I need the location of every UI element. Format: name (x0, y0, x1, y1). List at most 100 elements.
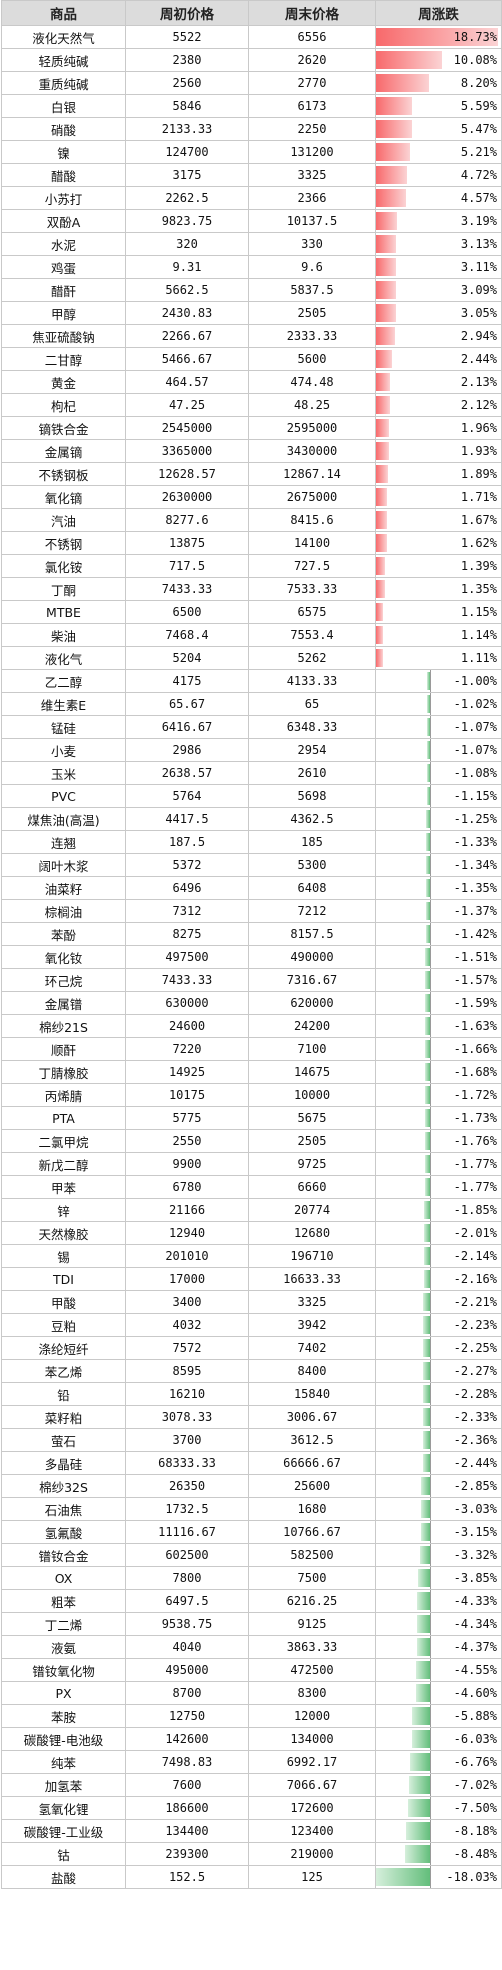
table-row: 棕榈油 7312 7212 -1.37% (1, 899, 502, 923)
start-price-cell: 5846 (125, 94, 249, 118)
weekly-change-value: 1.15% (460, 605, 497, 619)
weekly-change-value: -18.03% (446, 1870, 497, 1884)
start-price-cell: 5204 (125, 646, 249, 670)
table-row: 碳酸锂-工业级 134400 123400 -8.18% (1, 1819, 502, 1843)
start-price-cell: 4040 (125, 1635, 249, 1659)
end-price-cell: 5262 (248, 646, 376, 670)
zero-axis-line (430, 1452, 431, 1474)
end-price-cell: 3430000 (248, 439, 376, 463)
change-bar (416, 1684, 430, 1702)
table-row: 甲苯 6780 6660 -1.77% (1, 1175, 502, 1199)
weekly-change-cell: -1.68% (375, 1060, 502, 1084)
zero-axis-line (430, 1751, 431, 1773)
table-row: 丁二烯 9538.75 9125 -4.34% (1, 1612, 502, 1636)
table-row: 镨钕合金 602500 582500 -3.32% (1, 1543, 502, 1567)
commodity-name-cell: 苯胺 (1, 1704, 126, 1728)
change-bar (376, 580, 385, 598)
weekly-change-cell: 1.39% (375, 554, 502, 578)
weekly-change-cell: -1.85% (375, 1198, 502, 1222)
weekly-change-cell: 5.59% (375, 94, 502, 118)
start-price-cell: 7220 (125, 1037, 249, 1061)
end-price-cell: 172600 (248, 1796, 376, 1820)
end-price-cell: 10137.5 (248, 209, 376, 233)
table-row: 菜籽粕 3078.33 3006.67 -2.33% (1, 1405, 502, 1429)
table-row: 焦亚硫酸钠 2266.67 2333.33 2.94% (1, 324, 502, 348)
end-price-cell: 8400 (248, 1359, 376, 1383)
commodity-name-cell: 镨钕氧化物 (1, 1658, 126, 1682)
commodity-name-cell: 不锈钢板 (1, 462, 126, 486)
change-bar (423, 1270, 430, 1288)
commodity-name-cell: 棉纱21S (1, 1014, 126, 1038)
weekly-change-cell: -3.32% (375, 1543, 502, 1567)
change-bar (376, 1868, 430, 1886)
weekly-change-cell: -3.03% (375, 1497, 502, 1521)
zero-axis-line (430, 831, 431, 853)
commodity-name-cell: 汽油 (1, 508, 126, 532)
commodity-name-cell: 氧化钕 (1, 945, 126, 969)
change-bar (420, 1523, 430, 1541)
weekly-change-value: -1.77% (453, 1157, 497, 1171)
change-bar (424, 1063, 430, 1081)
commodity-name-cell: 煤焦油(高温) (1, 807, 126, 831)
weekly-change-value: -1.72% (453, 1088, 497, 1102)
weekly-change-cell: -8.18% (375, 1819, 502, 1843)
end-price-cell: 5300 (248, 853, 376, 877)
change-bar (425, 994, 430, 1012)
weekly-change-value: 4.72% (460, 168, 497, 182)
end-price-cell: 6348.33 (248, 715, 376, 739)
start-price-cell: 8275 (125, 922, 249, 946)
change-bar (376, 534, 387, 552)
table-row: 苯乙烯 8595 8400 -2.27% (1, 1359, 502, 1383)
weekly-change-value: -4.60% (453, 1686, 497, 1700)
weekly-change-value: -6.76% (453, 1755, 497, 1769)
table-row: 纯苯 7498.83 6992.17 -6.76% (1, 1750, 502, 1774)
change-bar (423, 1339, 430, 1357)
weekly-change-value: -8.18% (453, 1824, 497, 1838)
table-row: 环己烷 7433.33 7316.67 -1.57% (1, 968, 502, 992)
start-price-cell: 2380 (125, 48, 249, 72)
table-row: 氧化镝 2630000 2675000 1.71% (1, 485, 502, 509)
table-row: 煤焦油(高温) 4417.5 4362.5 -1.25% (1, 807, 502, 831)
weekly-change-cell: 1.89% (375, 462, 502, 486)
start-price-cell: 2560 (125, 71, 249, 95)
start-price-cell: 152.5 (125, 1865, 249, 1889)
end-price-cell: 2505 (248, 301, 376, 325)
change-bar (417, 1615, 430, 1633)
weekly-change-cell: 1.96% (375, 416, 502, 440)
header-start-price: 周初价格 (125, 0, 249, 26)
change-bar (425, 879, 430, 897)
change-bar (376, 350, 392, 368)
zero-axis-line (430, 1061, 431, 1083)
commodity-name-cell: 氧化镝 (1, 485, 126, 509)
header-row: 商品 周初价格 周末价格 周涨跌 (1, 0, 502, 26)
weekly-change-cell: -4.34% (375, 1612, 502, 1636)
weekly-change-cell: 1.11% (375, 646, 502, 670)
change-bar (423, 1316, 430, 1334)
weekly-change-value: -1.73% (453, 1111, 497, 1125)
start-price-cell: 3400 (125, 1290, 249, 1314)
change-bar (423, 1362, 430, 1380)
weekly-change-cell: 4.57% (375, 186, 502, 210)
weekly-change-value: -1.51% (453, 950, 497, 964)
weekly-change-value: -2.85% (453, 1479, 497, 1493)
weekly-change-value: -1.59% (453, 996, 497, 1010)
start-price-cell: 2430.83 (125, 301, 249, 325)
start-price-cell: 2630000 (125, 485, 249, 509)
weekly-change-cell: -2.33% (375, 1405, 502, 1429)
change-bar (408, 1776, 430, 1794)
weekly-change-value: -1.57% (453, 973, 497, 987)
commodity-name-cell: 甲酸 (1, 1290, 126, 1314)
weekly-change-value: 3.11% (460, 260, 497, 274)
end-price-cell: 65 (248, 692, 376, 716)
start-price-cell: 7498.83 (125, 1750, 249, 1774)
weekly-change-value: -5.88% (453, 1709, 497, 1723)
weekly-change-value: -7.50% (453, 1801, 497, 1815)
table-row: 连翘 187.5 185 -1.33% (1, 830, 502, 854)
header-end-price: 周末价格 (248, 0, 376, 26)
weekly-change-cell: 8.20% (375, 71, 502, 95)
commodity-name-cell: 小苏打 (1, 186, 126, 210)
end-price-cell: 7533.33 (248, 577, 376, 601)
weekly-change-value: -4.34% (453, 1617, 497, 1631)
change-bar (376, 327, 396, 345)
zero-axis-line (430, 946, 431, 968)
